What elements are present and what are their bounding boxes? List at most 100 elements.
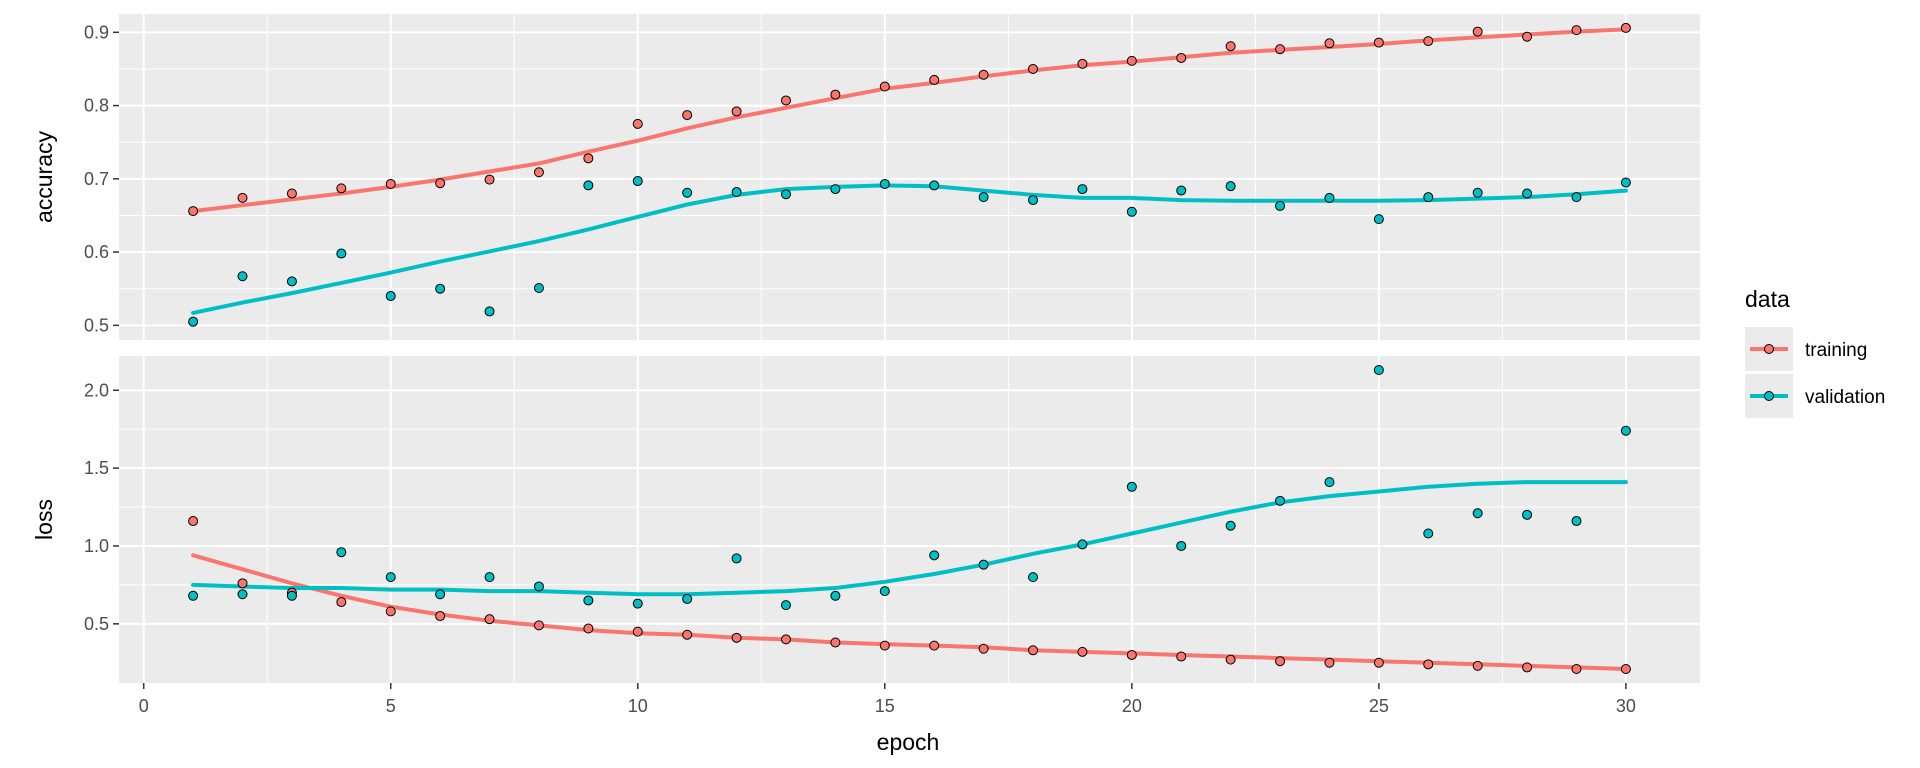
data-point-training [533,167,544,178]
data-point-training [484,174,495,185]
y-tick-label: 2.0 [84,380,109,400]
data-point-training [682,110,693,121]
data-point-validation [1324,192,1335,203]
data-point-validation [385,291,396,302]
y-tick-label: 0.6 [84,242,109,262]
data-point-training [1225,654,1236,665]
data-point-validation [336,547,347,558]
legend-point-validation [1764,391,1774,401]
x-tick-label: 20 [1122,696,1142,716]
data-point-training [1423,659,1434,670]
data-point-validation [237,271,248,282]
data-point-training [583,623,594,634]
data-point-training [1373,37,1384,48]
data-point-training [1275,656,1286,667]
data-point-training [1522,31,1533,42]
data-point-training [682,629,693,640]
data-point-training [1126,649,1137,660]
y-tick-label: 0.7 [84,169,109,189]
data-point-training [237,578,248,589]
y-tick-label: 1.0 [84,536,109,556]
data-point-validation [830,184,841,195]
data-point-validation [1126,206,1137,217]
data-point-training [435,178,446,189]
x-tick-label: 10 [628,696,648,716]
data-point-validation [1620,177,1631,188]
data-point-training [978,69,989,80]
data-point-training [780,634,791,645]
data-point-training [929,74,940,85]
data-point-validation [1028,195,1039,206]
data-point-validation [1077,539,1088,550]
data-point-training [1126,55,1137,66]
data-point-validation [1423,192,1434,203]
panel-loss [119,356,1700,683]
data-point-training [385,178,396,189]
smooth-line-validation [191,183,1628,315]
data-point-validation [731,187,742,198]
data-point-validation [188,316,199,327]
data-point-validation [978,559,989,570]
data-point-validation [1620,425,1631,436]
data-point-validation [533,581,544,592]
data-point-validation [1522,188,1533,199]
data-point-training [1225,41,1236,52]
data-point-validation [780,600,791,611]
data-point-training [1620,22,1631,33]
data-point-validation [286,276,297,287]
data-point-validation [682,593,693,604]
data-point-training [1423,36,1434,47]
data-point-training [632,118,643,129]
data-point-validation [1522,509,1533,520]
data-point-validation [583,595,594,606]
data-point-validation [484,572,495,583]
data-point-validation [1571,516,1582,527]
smooth-line-training [191,553,1628,671]
legend-point-training [1764,344,1774,354]
data-point-validation [929,180,940,191]
data-point-validation [731,553,742,564]
smooth-line-validation [191,480,1628,597]
data-point-training [1028,645,1039,656]
data-point-validation [929,550,940,561]
data-point-validation [1373,214,1384,225]
data-point-training [879,81,890,92]
data-point-training [1472,26,1483,37]
data-point-validation [484,306,495,317]
data-point-validation [286,590,297,601]
data-point-validation [336,248,347,259]
data-point-training [435,611,446,622]
data-point-training [385,606,396,617]
data-point-training [583,153,594,164]
y-axis-title-accuracy: accuracy [31,130,57,223]
data-point-training [978,643,989,654]
data-point-validation [1225,181,1236,192]
data-point-training [336,597,347,608]
legend-title: data [1745,286,1790,312]
data-point-validation [1028,572,1039,583]
data-point-training [1176,651,1187,662]
y-tick-label: 0.9 [84,22,109,42]
data-point-training [1324,657,1335,668]
data-point-training [731,106,742,117]
data-point-training [929,640,940,651]
data-point-validation [1275,200,1286,211]
data-point-training [1571,663,1582,674]
x-tick-label: 15 [875,696,895,716]
data-point-training [188,516,199,527]
data-point-validation [830,590,841,601]
data-point-validation [385,572,396,583]
data-point-training [336,183,347,194]
data-point-training [879,640,890,651]
data-point-validation [1077,184,1088,195]
data-point-validation [1571,192,1582,203]
data-point-validation [1225,520,1236,531]
x-tick-label: 30 [1616,696,1636,716]
x-tick-label: 25 [1369,696,1389,716]
data-point-training [533,620,544,631]
data-point-validation [1275,495,1286,506]
data-point-validation [879,586,890,597]
data-point-training [1077,646,1088,657]
y-tick-label: 0.8 [84,96,109,116]
